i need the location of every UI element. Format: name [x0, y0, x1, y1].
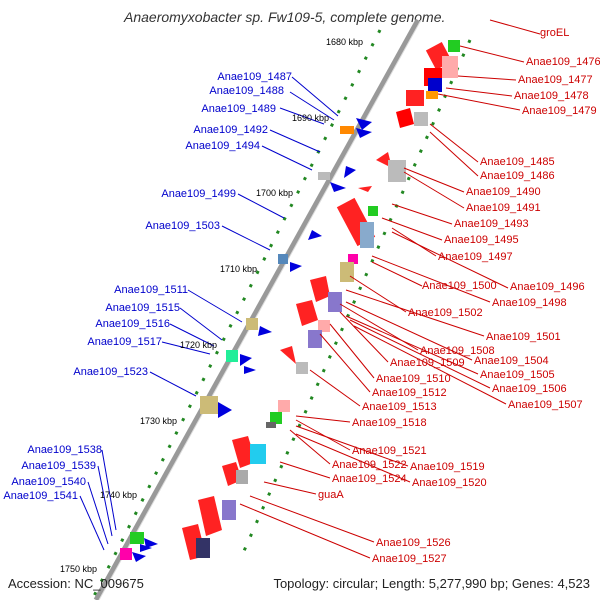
gene-label: Anae109_1503 [145, 220, 220, 232]
accession-text: Accession: NC_009675 [8, 576, 144, 591]
gene-label: Anae109_1513 [362, 401, 437, 413]
topology-text: Topology: circular; Length: 5,277,990 bp… [273, 576, 590, 591]
gene-label: Anae109_1538 [27, 444, 102, 456]
gene-label: Anae109_1488 [209, 85, 284, 97]
gene-label: Anae109_1516 [95, 318, 170, 330]
reverse-strand-genes [120, 118, 372, 562]
gene-label: Anae109_1491 [466, 202, 541, 214]
gene-label: Anae109_1526 [376, 537, 451, 549]
gene-label: Anae109_1493 [454, 218, 529, 230]
gene-label: Anae109_1492 [193, 124, 268, 136]
gene-label: Anae109_1502 [408, 307, 483, 319]
gene-label: Anae109_1539 [21, 460, 96, 472]
map-title: Anaeromyxobacter sp. Fw109-5, complete g… [124, 9, 446, 25]
gene-label: Anae109_1511 [114, 284, 188, 296]
kbp-tick-label: 1720 kbp [180, 340, 217, 350]
right-leader-lines [239, 19, 541, 559]
kbp-tick-labels: 1680 kbp 1690 kbp 1700 kbp 1710 kbp 1720… [60, 37, 363, 574]
gene-label: Anae109_1505 [480, 369, 555, 381]
gene-label: Anae109_1520 [412, 477, 487, 489]
gene-label: Anae109_1476 [526, 56, 600, 68]
gene-label: Anae109_1519 [410, 461, 485, 473]
gene-label: Anae109_1485 [480, 156, 555, 168]
kbp-tick-label: 1730 kbp [140, 416, 177, 426]
gene-label: Anae109_1524 [332, 473, 407, 485]
gene-label: Anae109_1541 [3, 490, 78, 502]
forward-strand-genes [182, 40, 460, 560]
gene-label: Anae109_1510 [376, 373, 451, 385]
gene-label: Anae109_1497 [438, 251, 513, 263]
gene-label: Anae109_1477 [518, 74, 593, 86]
gene-label: Anae109_1487 [217, 71, 292, 83]
gene-label: Anae109_1498 [492, 297, 567, 309]
gene-label: Anae109_1523 [73, 366, 148, 378]
gene-label: Anae109_1512 [372, 387, 447, 399]
kbp-tick-label: 1690 kbp [292, 113, 329, 123]
gene-label: Anae109_1495 [444, 234, 519, 246]
gene-label: Anae109_1515 [105, 302, 180, 314]
gene-label: Anae109_1486 [480, 170, 555, 182]
kbp-tick-label: 1710 kbp [220, 264, 257, 274]
gene-label: Anae109_1509 [390, 357, 465, 369]
right-gene-labels: groEL Anae109_1476 Anae109_1477 Anae109_… [318, 27, 600, 565]
gene-label: Anae109_1496 [510, 281, 585, 293]
gene-label: Anae109_1507 [508, 399, 583, 411]
gene-label: Anae109_1500 [422, 280, 497, 292]
gene-label: Anae109_1501 [486, 331, 561, 343]
genome-backbone [93, 18, 421, 600]
gene-label: Anae109_1478 [514, 90, 589, 102]
gene-label: Anae109_1499 [161, 188, 236, 200]
gene-label: Anae109_1508 [420, 345, 495, 357]
gene-label: Anae109_1517 [87, 336, 162, 348]
gene-label: guaA [318, 489, 344, 501]
gene-label: Anae109_1506 [492, 383, 567, 395]
kbp-tick-label: 1680 kbp [326, 37, 363, 47]
gene-label: Anae109_1504 [474, 355, 549, 367]
gene-label: Anae109_1518 [352, 417, 427, 429]
gene-label: Anae109_1521 [352, 445, 427, 457]
gene-label: Anae109_1489 [201, 103, 276, 115]
kbp-tick-label: 1700 kbp [256, 188, 293, 198]
left-gene-labels: Anae109_1487 Anae109_1488 Anae109_1489 A… [3, 71, 292, 502]
kbp-tick-label: 1740 kbp [100, 490, 137, 500]
gene-label: Anae109_1540 [11, 476, 86, 488]
gene-label: Anae109_1527 [372, 553, 447, 565]
left-leader-lines [79, 76, 339, 551]
kbp-tick-label: 1750 kbp [60, 564, 97, 574]
gene-label: Anae109_1490 [466, 186, 541, 198]
gene-label: Anae109_1479 [522, 105, 597, 117]
gene-label: Anae109_1494 [185, 140, 260, 152]
tick-dot-track [90, 29, 382, 600]
gene-label: Anae109_1522 [332, 459, 407, 471]
gene-label: groEL [540, 27, 569, 39]
